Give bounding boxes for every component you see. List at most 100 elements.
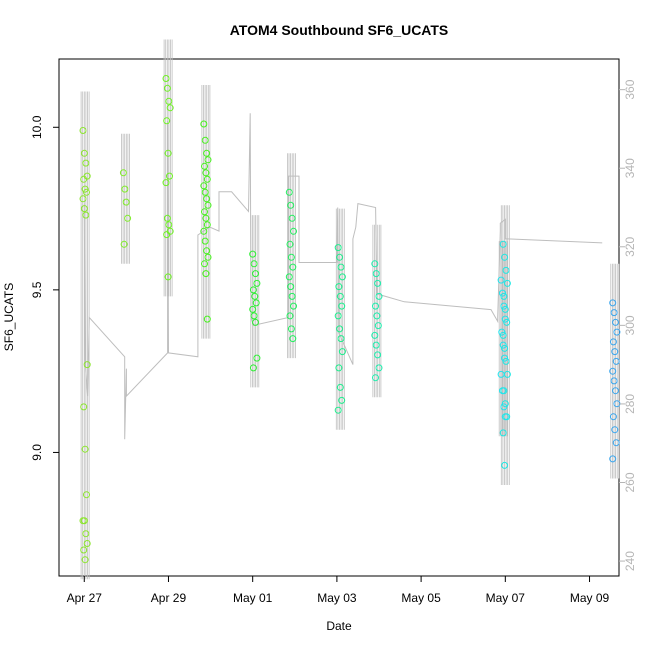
data-point xyxy=(336,292,344,300)
x-tick-label: Apr 29 xyxy=(151,591,187,605)
data-point xyxy=(287,325,295,333)
data-point xyxy=(611,348,619,356)
y2-tick-label: 240 xyxy=(623,551,637,571)
data-point xyxy=(80,403,88,411)
data-point xyxy=(501,305,509,313)
data-point xyxy=(335,283,343,291)
data-point xyxy=(287,283,295,291)
y-tick-label: 10.0 xyxy=(30,115,44,139)
data-point xyxy=(501,461,509,469)
data-point xyxy=(203,221,211,229)
x-tick-label: May 01 xyxy=(233,591,273,605)
data-point xyxy=(289,263,297,271)
data-point xyxy=(609,338,617,346)
y-axis-left: 9.0 9.5 10.0 xyxy=(30,115,59,461)
y-tick-label: 9.5 xyxy=(30,281,44,298)
data-point xyxy=(609,455,617,463)
data-point xyxy=(337,335,345,343)
data-point xyxy=(201,260,208,268)
data-point xyxy=(335,364,343,372)
data-point xyxy=(337,263,345,271)
data-point xyxy=(612,439,620,447)
data-point xyxy=(201,188,209,196)
data-point xyxy=(338,396,346,404)
data-point xyxy=(203,247,211,255)
data-point xyxy=(375,292,383,300)
data-point xyxy=(372,374,379,382)
data-point xyxy=(251,292,259,300)
data-point xyxy=(290,302,297,310)
data-point xyxy=(334,406,342,414)
data-point xyxy=(252,299,260,307)
data-point xyxy=(81,556,89,564)
data-point xyxy=(499,387,506,395)
data-point xyxy=(249,305,257,313)
x-tick-label: May 05 xyxy=(401,591,441,605)
data-point xyxy=(163,214,171,222)
data-point xyxy=(289,335,297,343)
y-axis-right: 240 260 280 300 320 340 360 xyxy=(619,79,637,571)
data-point xyxy=(83,491,90,499)
data-point xyxy=(497,276,505,284)
data-point xyxy=(373,312,381,320)
data-point xyxy=(202,270,210,278)
data-point xyxy=(338,348,346,356)
trace-line xyxy=(83,113,603,440)
data-point xyxy=(338,273,346,281)
data-point xyxy=(200,120,208,128)
data-point xyxy=(290,227,297,235)
data-point xyxy=(252,270,259,278)
data-point xyxy=(285,273,293,281)
data-point xyxy=(499,289,506,297)
data-point xyxy=(79,195,87,203)
data-point xyxy=(500,403,508,411)
data-point xyxy=(374,351,382,359)
data-point xyxy=(501,253,509,261)
data-point xyxy=(252,318,259,326)
data-point xyxy=(503,279,511,287)
data-point xyxy=(334,244,342,252)
data-point xyxy=(500,302,508,310)
data-point xyxy=(162,179,170,187)
data-point xyxy=(83,540,91,547)
grey-trace-lines xyxy=(80,39,620,580)
data-point xyxy=(166,104,174,112)
x-tick-label: Apr 27 xyxy=(67,591,103,605)
data-point xyxy=(249,364,257,372)
data-point xyxy=(502,357,510,365)
data-point xyxy=(164,273,172,281)
x-axis: Apr 27 Apr 29 May 01 May 03 May 05 May 07 May … xyxy=(67,576,610,605)
data-point xyxy=(286,312,294,320)
data-point xyxy=(374,279,382,287)
data-point xyxy=(250,260,258,268)
y2-tick-label: 360 xyxy=(623,79,637,99)
data-point xyxy=(609,299,617,307)
chart-title: ATOM4 Southbound SF6_UCATS xyxy=(230,22,449,38)
data-point xyxy=(163,84,171,92)
data-points xyxy=(79,75,621,564)
data-point xyxy=(163,231,171,239)
y2-tick-label: 340 xyxy=(623,158,637,178)
data-point xyxy=(498,328,506,336)
data-point xyxy=(202,169,210,177)
data-point xyxy=(204,253,212,261)
data-point xyxy=(502,266,510,274)
data-point xyxy=(497,370,505,378)
data-point xyxy=(82,211,90,219)
data-point xyxy=(202,214,210,222)
data-point xyxy=(610,377,618,385)
data-point xyxy=(371,331,379,339)
data-point xyxy=(501,400,509,408)
data-point xyxy=(374,322,382,330)
data-point xyxy=(80,546,88,554)
data-point xyxy=(375,364,383,372)
data-point xyxy=(166,172,173,180)
data-point xyxy=(201,136,209,144)
data-point xyxy=(119,169,127,177)
data-point xyxy=(501,344,509,352)
data-point xyxy=(499,331,507,339)
data-point xyxy=(287,201,295,209)
data-point xyxy=(611,426,619,434)
y2-tick-label: 300 xyxy=(623,315,637,335)
data-point xyxy=(334,312,342,320)
